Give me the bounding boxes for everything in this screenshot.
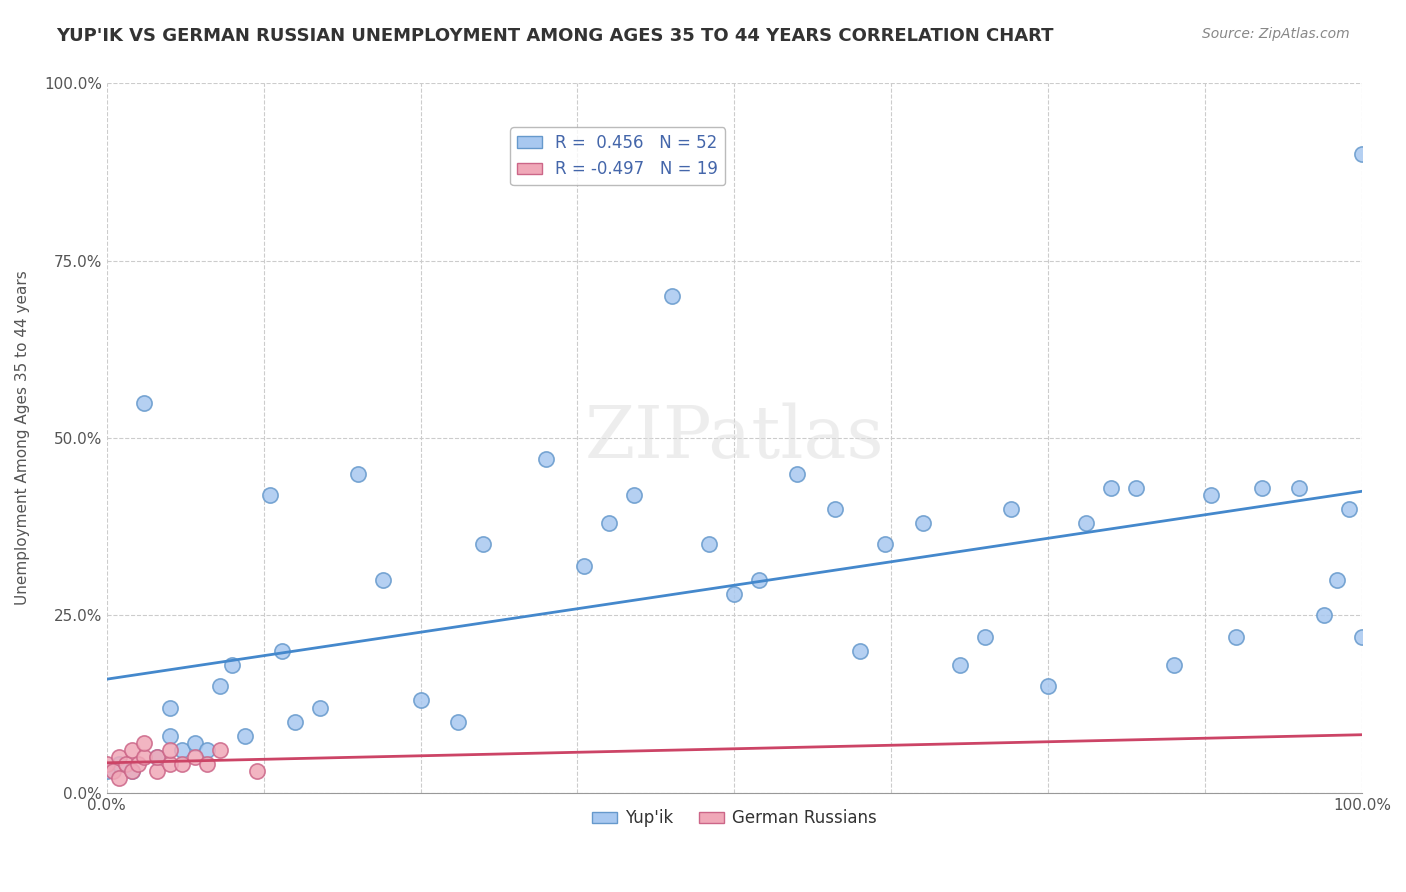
Point [849,644,872,658]
Point [208,743,231,757]
Point [1000,502,1022,516]
Point [697,537,720,551]
Point [786,467,808,481]
Point [195,743,218,757]
Point [1250,481,1272,495]
Point [195,757,218,772]
Point [572,558,595,573]
Legend: Yup'ik, German Russians: Yup'ik, German Russians [585,803,883,834]
Point [409,693,432,707]
Point [146,764,169,779]
Point [96,764,118,779]
Point [1074,516,1097,530]
Point [108,750,131,764]
Point [108,772,131,786]
Point [447,714,470,729]
Point [159,757,181,772]
Text: YUP'IK VS GERMAN RUSSIAN UNEMPLOYMENT AMONG AGES 35 TO 44 YEARS CORRELATION CHAR: YUP'IK VS GERMAN RUSSIAN UNEMPLOYMENT AM… [56,27,1053,45]
Point [1313,608,1336,623]
Point [134,736,156,750]
Point [371,573,394,587]
Point [208,679,231,693]
Point [134,750,156,764]
Point [127,757,149,772]
Text: Source: ZipAtlas.com: Source: ZipAtlas.com [1202,27,1350,41]
Point [346,467,368,481]
Point [1125,481,1147,495]
Point [824,502,846,516]
Point [121,743,143,757]
Point [108,757,131,772]
Point [246,764,269,779]
Point [1201,488,1223,502]
Point [949,658,972,673]
Point [974,630,997,644]
Point [1038,679,1060,693]
Point [121,764,143,779]
Point [221,658,243,673]
Point [170,743,193,757]
Point [259,488,281,502]
Point [96,757,118,772]
Point [1326,573,1348,587]
Point [101,764,124,779]
Point [121,764,143,779]
Point [1225,630,1247,644]
Point [1351,630,1374,644]
Point [873,537,896,551]
Point [598,516,620,530]
Point [1351,147,1374,161]
Point [911,516,934,530]
Point [233,729,256,743]
Point [1288,481,1310,495]
Point [170,757,193,772]
Point [271,644,294,658]
Point [146,750,169,764]
Point [159,743,181,757]
Point [534,452,557,467]
Point [661,289,683,303]
Point [284,714,307,729]
Point [723,587,745,601]
Point [472,537,495,551]
Point [183,736,205,750]
Point [1339,502,1361,516]
Point [159,700,181,714]
Point [134,395,156,409]
Point [623,488,645,502]
Text: ZIPatlas: ZIPatlas [585,403,884,474]
Point [309,700,332,714]
Point [748,573,770,587]
Point [1163,658,1185,673]
Point [159,729,181,743]
Point [1099,481,1122,495]
Point [146,750,169,764]
Point [183,750,205,764]
Point [114,757,136,772]
Y-axis label: Unemployment Among Ages 35 to 44 years: Unemployment Among Ages 35 to 44 years [15,270,30,606]
